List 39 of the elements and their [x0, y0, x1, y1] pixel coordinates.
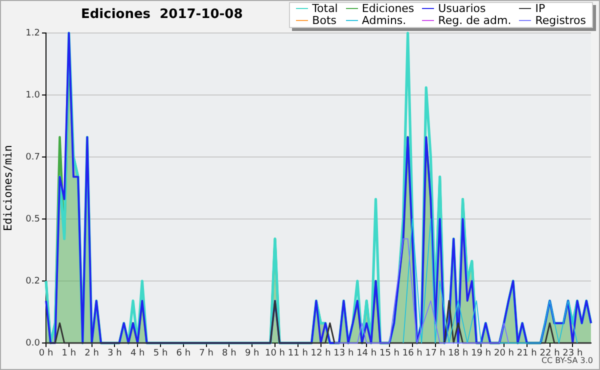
x-tick-label: 7 h — [199, 348, 214, 359]
legend-label: Ediciones — [360, 2, 414, 15]
x-tick-label: 4 h — [130, 348, 145, 359]
y-tick-label: 0.0 — [26, 338, 40, 348]
x-tick-label: 13 h — [334, 348, 354, 359]
x-tick-label: 20 h — [494, 348, 514, 359]
x-tick-label: 6 h — [176, 348, 191, 359]
y-tick-label: 0.7 — [26, 152, 40, 162]
x-tick-label: 16 h — [402, 348, 422, 359]
x-tick-label: 11 h — [288, 348, 308, 359]
x-tick-label: 19 h — [471, 348, 492, 359]
y-axis-title: Ediciones/min — [1, 144, 14, 232]
y-tick-label: 0.5 — [26, 214, 40, 224]
x-tick-label: 1 h — [62, 348, 76, 359]
x-tick-label: 15 h — [379, 348, 400, 359]
chart-title: Ediciones 2017-10-08 — [81, 7, 243, 22]
y-tick-label: 1.2 — [26, 28, 40, 38]
x-tick-label: 2 h — [84, 348, 99, 359]
text: CC BY-SA 3.0 — [541, 356, 593, 365]
x-tick-label: 9 h — [244, 348, 260, 359]
legend-label: IP — [534, 2, 546, 15]
x-tick-label: 14 h — [356, 348, 377, 359]
y-tick-label: 0.2 — [26, 276, 40, 286]
y-tick-label: 1.0 — [26, 90, 40, 100]
x-tick-label: 0 h — [38, 348, 54, 359]
legend-label: Reg. de adm. — [437, 14, 512, 27]
legend-label: Usuarios — [437, 2, 487, 15]
x-tick-label: 17 h — [425, 348, 446, 359]
x-tick-label: 12 h — [310, 348, 331, 359]
x-tick-label: 8 h — [222, 348, 236, 359]
x-tick-label: 18 h — [448, 348, 468, 359]
legend-label: Total — [311, 2, 338, 15]
x-tick-label: 10 h — [264, 348, 286, 359]
legend-label: Registros — [534, 14, 586, 27]
legend-label: Admins. — [360, 14, 408, 27]
x-tick-label: 21 h — [516, 348, 537, 359]
x-tick-label: 5 h — [153, 348, 168, 359]
legend-label: Bots — [311, 14, 338, 27]
x-tick-label: 3 h — [108, 348, 122, 359]
